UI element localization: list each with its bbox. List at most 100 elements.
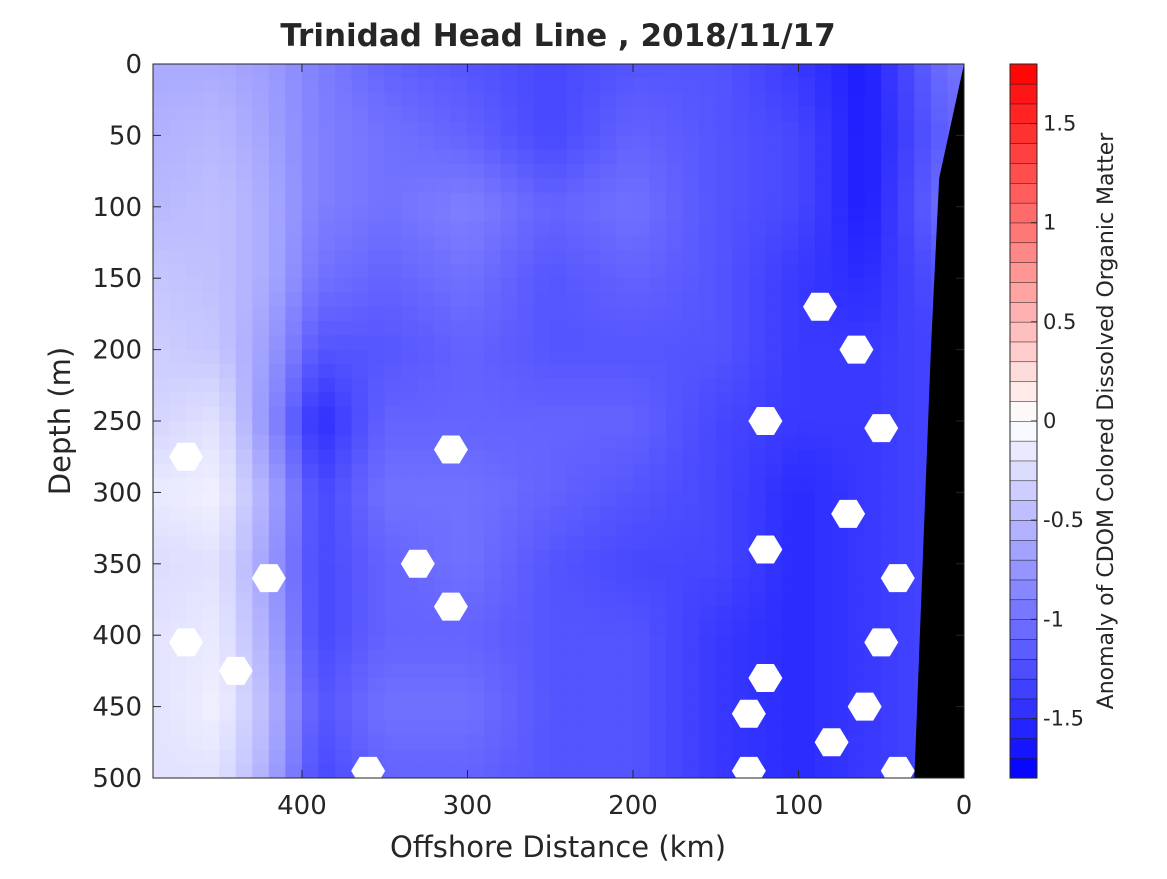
- heatmap-cell: [153, 321, 171, 336]
- heatmap-cell: [235, 406, 253, 422]
- heatmap-cell: [202, 306, 220, 322]
- heatmap-cell: [318, 206, 336, 222]
- heatmap-cell: [533, 106, 551, 122]
- heatmap-cell: [748, 92, 766, 108]
- heatmap-cell: [335, 78, 353, 94]
- heatmap-cell: [583, 278, 601, 294]
- heatmap-cell: [699, 106, 717, 122]
- heatmap-cell: [202, 321, 220, 336]
- heatmap-cell: [649, 306, 667, 322]
- heatmap-cell: [417, 578, 435, 593]
- heatmap-cell: [550, 121, 568, 136]
- heatmap-cell: [268, 263, 287, 279]
- heatmap-cell: [864, 392, 882, 408]
- heatmap-cell: [599, 106, 618, 122]
- heatmap-cell: [368, 663, 386, 679]
- heatmap-cell: [781, 435, 800, 451]
- heatmap-cell: [748, 64, 766, 79]
- heatmap-cell: [699, 306, 717, 322]
- heatmap-cell: [384, 763, 402, 778]
- heatmap-cell: [484, 64, 502, 79]
- heatmap-cell: [616, 292, 634, 308]
- heatmap-cell: [550, 520, 568, 536]
- heatmap-cell: [301, 363, 320, 379]
- heatmap-cell: [765, 735, 783, 751]
- colorbar-band: [1009, 579, 1038, 601]
- heatmap-cell: [715, 64, 733, 79]
- heatmap-cell: [864, 478, 882, 493]
- heatmap-cell: [252, 92, 270, 108]
- heatmap-cell: [848, 549, 866, 565]
- heatmap-cell: [202, 578, 220, 593]
- heatmap-cell: [848, 321, 866, 336]
- heatmap-cell: [649, 578, 667, 593]
- heatmap-cell: [649, 720, 667, 736]
- heatmap-cell: [781, 620, 800, 636]
- heatmap-cell: [517, 221, 535, 236]
- heatmap-cell: [335, 121, 353, 136]
- heatmap-cell: [533, 163, 551, 179]
- y-tick-label: 300: [92, 478, 142, 508]
- heatmap-cell: [682, 292, 700, 308]
- colorbar-tick-label: 1: [1043, 211, 1056, 235]
- heatmap-cell: [897, 735, 915, 751]
- heatmap-cell: [881, 592, 899, 608]
- heatmap-cell: [252, 249, 270, 265]
- heatmap-cell: [815, 449, 833, 465]
- heatmap-cell: [252, 221, 270, 236]
- heatmap-cell: [848, 678, 866, 693]
- heatmap-cell: [699, 449, 717, 465]
- heatmap-cell: [815, 392, 833, 408]
- heatmap-cell: [715, 620, 733, 636]
- heatmap-cell: [616, 163, 634, 179]
- heatmap-cell: [798, 192, 816, 208]
- heatmap-cell: [599, 720, 618, 736]
- heatmap-cell: [682, 463, 700, 479]
- heatmap-cell: [450, 535, 469, 551]
- heatmap-cell: [831, 563, 849, 579]
- heatmap-cell: [235, 135, 253, 151]
- heatmap-cell: [285, 378, 303, 394]
- heatmap-cell: [616, 149, 634, 165]
- heatmap-cell: [715, 435, 733, 451]
- heatmap-cell: [666, 321, 684, 336]
- heatmap-cell: [401, 435, 419, 451]
- heatmap-cell: [781, 278, 800, 294]
- heatmap-cell: [318, 663, 336, 679]
- heatmap-cell: [484, 720, 502, 736]
- heatmap-cell: [384, 421, 402, 436]
- heatmap-cell: [285, 92, 303, 108]
- heatmap-cell: [285, 392, 303, 408]
- heatmap-cell: [450, 392, 469, 408]
- heatmap-cell: [666, 64, 684, 79]
- heatmap-cell: [649, 349, 667, 365]
- heatmap-cell: [781, 163, 800, 179]
- heatmap-cell: [434, 535, 452, 551]
- heatmap-cell: [881, 720, 899, 736]
- heatmap-cell: [682, 235, 700, 251]
- heatmap-cell: [500, 749, 518, 765]
- heatmap-cell: [484, 135, 502, 151]
- heatmap-cell: [186, 92, 204, 108]
- heatmap-cell: [781, 578, 800, 593]
- heatmap-cell: [682, 64, 700, 79]
- heatmap-cell: [583, 363, 601, 379]
- heatmap-cell: [649, 149, 667, 165]
- heatmap-cell: [368, 449, 386, 465]
- heatmap-cell: [153, 92, 171, 108]
- heatmap-cell: [384, 278, 402, 294]
- heatmap-cell: [666, 378, 684, 394]
- heatmap-cell: [848, 378, 866, 394]
- heatmap-cell: [384, 749, 402, 765]
- heatmap-cell: [632, 563, 651, 579]
- heatmap-cell: [550, 749, 568, 765]
- heatmap-cell: [351, 406, 369, 422]
- heatmap-cell: [666, 292, 684, 308]
- heatmap-cell: [467, 306, 485, 322]
- axes: 400 300 200 100 0050100150200250300350400450…: [92, 50, 972, 821]
- heatmap-cell: [285, 121, 303, 136]
- heatmap-cell: [318, 64, 336, 79]
- heatmap-cell: [500, 92, 518, 108]
- heatmap-cell: [632, 278, 651, 294]
- heatmap-cell: [202, 64, 220, 79]
